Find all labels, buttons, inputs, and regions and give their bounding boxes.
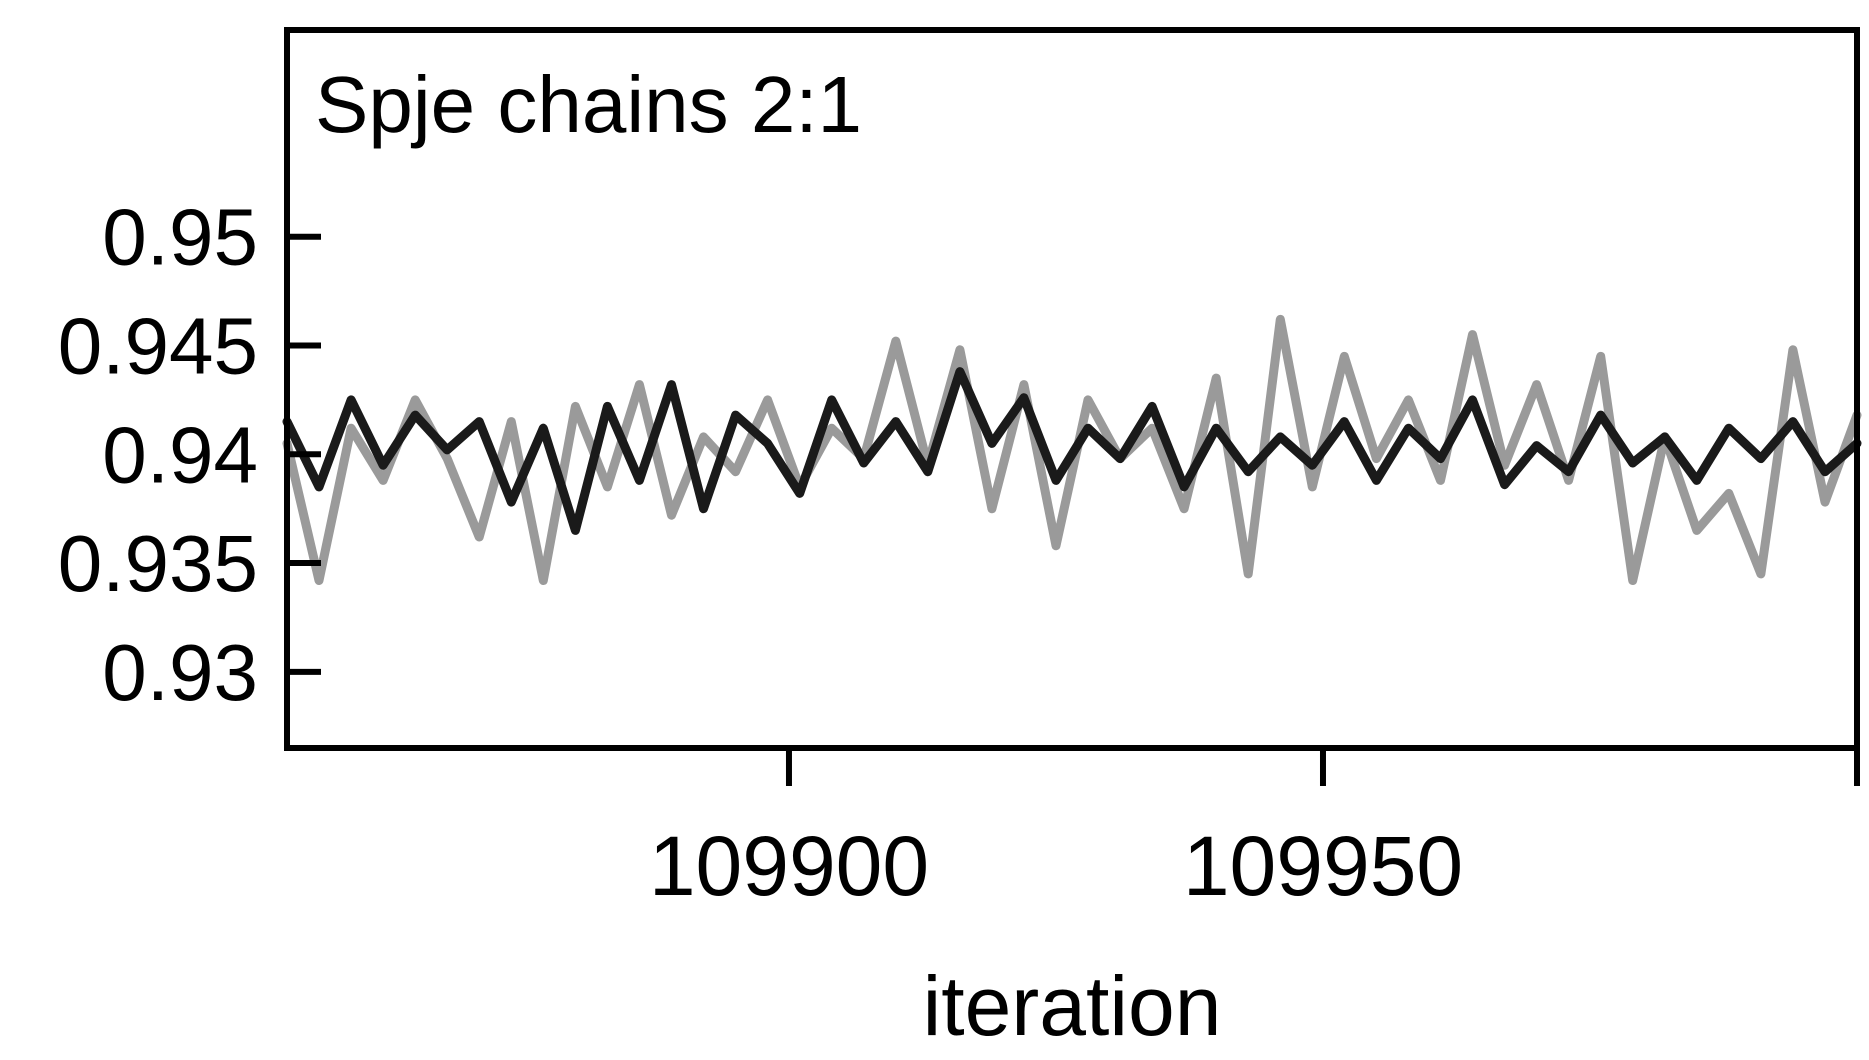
chain-1-line [282,367,1862,535]
y-tick-label: 0.93 [102,628,258,717]
chain-2-line [282,314,1862,585]
y-tick-label: 0.945 [58,301,258,390]
y-tick-label: 0.95 [102,193,258,282]
y-tick-label: 0.935 [58,519,258,608]
chart-annotation: Spje chains 2:1 [315,60,862,149]
x-tick-label: 109900 [649,819,929,913]
y-tick-label: 0.94 [102,410,258,499]
plot-frame [284,27,1860,751]
x-tick-label: 109950 [1183,819,1463,913]
x-axis-label: iteration [923,959,1222,1053]
